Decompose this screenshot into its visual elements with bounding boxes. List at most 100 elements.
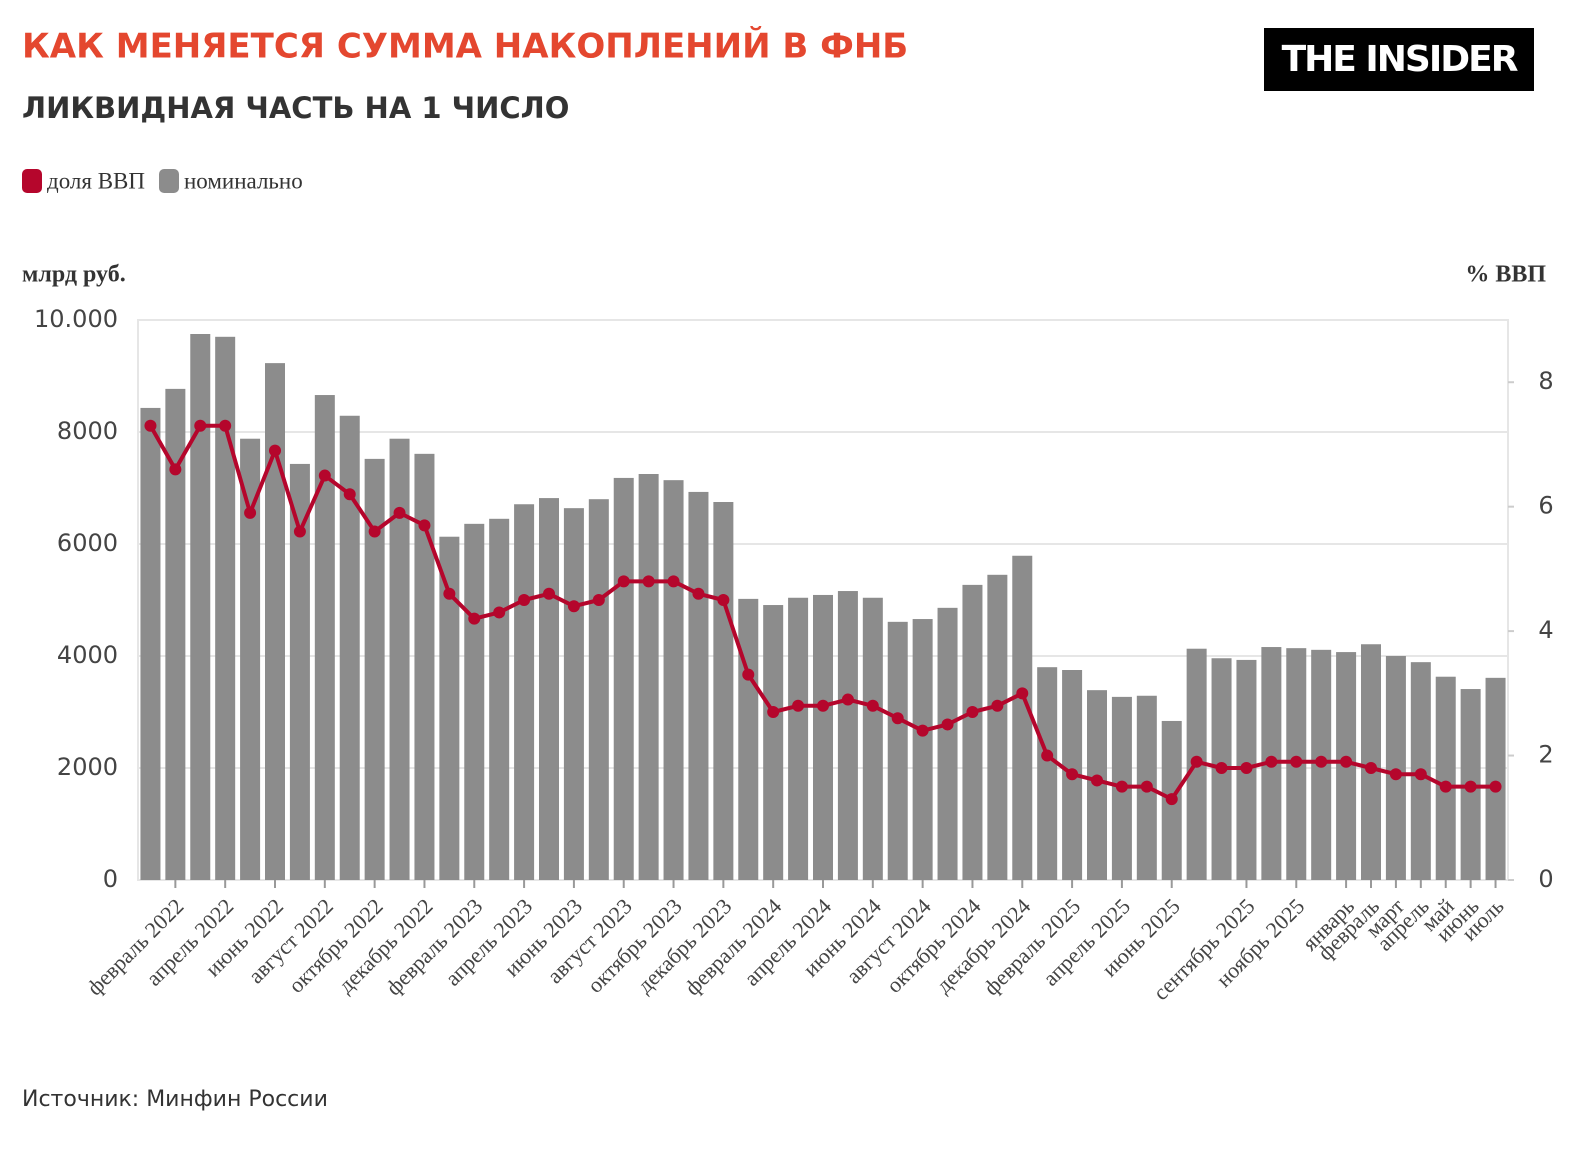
point: [343, 488, 356, 501]
point: [244, 506, 257, 519]
point: [991, 699, 1004, 712]
point: [393, 506, 406, 519]
y-axis-label: млрд руб.: [22, 262, 126, 288]
point: [1165, 793, 1178, 806]
point: [617, 575, 630, 588]
point: [1265, 755, 1278, 768]
bar: [688, 491, 709, 880]
bar: [763, 605, 784, 880]
point: [1290, 755, 1303, 768]
point: [717, 594, 730, 606]
legend-label: доля ВВП: [47, 168, 145, 193]
bar: [1012, 555, 1033, 880]
point: [567, 600, 580, 613]
y-tick-label: 10.000: [34, 305, 118, 333]
bar: [937, 607, 958, 880]
bar: [240, 438, 261, 880]
point: [692, 587, 705, 600]
point: [144, 419, 157, 432]
point: [493, 606, 506, 619]
bar: [389, 438, 410, 880]
logo-box: [1264, 28, 1534, 91]
point: [792, 699, 805, 712]
chart-subtitle: ЛИКВИДНАЯ ЧАСТЬ НА 1 ЧИСЛО: [22, 91, 569, 125]
point: [194, 419, 207, 432]
point: [866, 699, 879, 712]
point: [1340, 755, 1353, 768]
bar: [539, 498, 559, 880]
point: [468, 612, 481, 625]
point: [418, 519, 431, 532]
point: [1489, 780, 1502, 793]
point: [219, 419, 232, 432]
point: [1365, 762, 1377, 774]
bar: [165, 388, 186, 880]
bar: [489, 518, 510, 880]
y-tick-label: 6000: [57, 529, 118, 557]
legend-swatch: [22, 169, 42, 193]
point: [1389, 768, 1402, 781]
bar: [190, 334, 211, 880]
bar: [962, 584, 983, 880]
bar: [1385, 656, 1406, 880]
point: [1115, 780, 1128, 793]
point: [966, 706, 979, 718]
y-tick-label: 2000: [57, 753, 118, 781]
point: [817, 699, 829, 712]
point: [841, 693, 854, 706]
point: [318, 469, 331, 482]
point: [1240, 762, 1253, 774]
y-tick-label: 0: [103, 865, 118, 893]
point: [1066, 768, 1079, 781]
bar: [364, 458, 385, 880]
legend-label: номинально: [184, 168, 303, 193]
point: [1414, 768, 1427, 781]
bar: [1485, 677, 1506, 880]
point: [1190, 755, 1203, 768]
point: [891, 712, 904, 725]
point: [293, 525, 306, 538]
bar: [987, 574, 1008, 880]
point: [642, 575, 655, 588]
bar: [265, 363, 285, 880]
y2-tick-label: 2: [1538, 741, 1553, 769]
point: [916, 724, 929, 737]
y2-tick-label: 4: [1538, 616, 1553, 644]
point: [1439, 780, 1452, 793]
y-tick-label: 8000: [57, 417, 118, 445]
legend-swatch: [159, 169, 179, 193]
point: [518, 594, 531, 606]
y2-axis-label: % ВВП: [1465, 262, 1546, 288]
y-tick-label: 4000: [57, 641, 118, 669]
bar: [813, 594, 833, 880]
point: [1016, 687, 1029, 700]
point: [269, 444, 281, 457]
bar: [339, 415, 360, 880]
bar: [314, 395, 335, 880]
point: [941, 718, 954, 731]
bar: [514, 504, 535, 880]
bar: [887, 621, 908, 880]
point: [1215, 762, 1228, 774]
point: [543, 587, 555, 600]
point: [368, 525, 381, 538]
point: [667, 575, 680, 588]
chart-title: КАК МЕНЯЕТСЯ СУММА НАКОПЛЕНИЙ В ФНБ: [22, 26, 908, 67]
y2-tick-label: 6: [1538, 492, 1553, 520]
point: [1041, 749, 1054, 762]
point: [169, 463, 182, 476]
point: [742, 668, 755, 681]
bar: [215, 336, 236, 880]
y2-tick-label: 0: [1538, 865, 1553, 893]
point: [1140, 780, 1153, 793]
point: [1091, 774, 1103, 787]
bar: [663, 480, 684, 880]
source: Источник: Минфин России: [22, 1087, 328, 1112]
bar: [414, 453, 435, 880]
bar: [289, 463, 310, 880]
bar: [464, 523, 485, 880]
bar: [862, 597, 883, 880]
bar: [613, 477, 634, 880]
bar: [788, 597, 809, 880]
